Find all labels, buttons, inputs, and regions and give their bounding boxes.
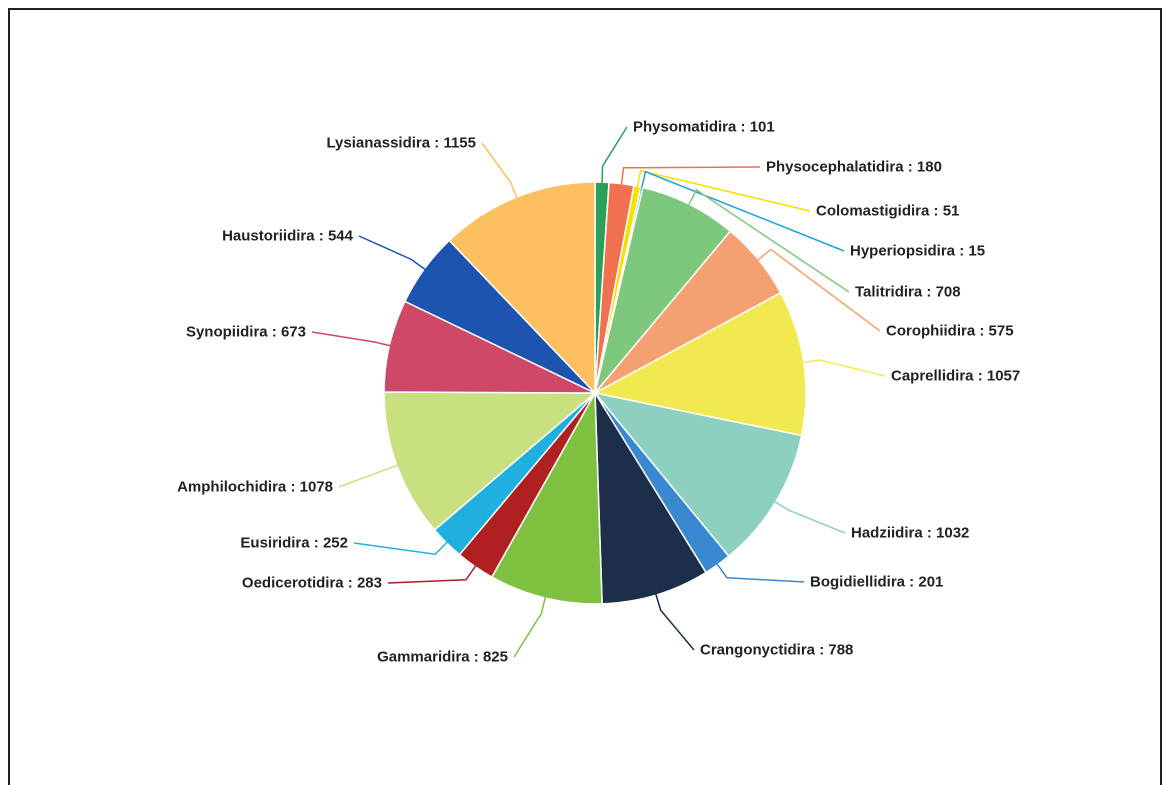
slice-value: 1155 — [430, 135, 476, 152]
slice-name: Physomatidira — [633, 118, 737, 136]
leader-line — [338, 463, 401, 488]
slice-value: 1057 — [974, 368, 1021, 385]
slice-label: Hyperiopsidira15 — [850, 243, 985, 260]
slice-label: Talitridira708 — [855, 284, 961, 301]
slice-value: 15 — [955, 243, 985, 260]
leader-line — [771, 499, 846, 534]
slice-value: 708 — [922, 284, 960, 301]
slice-name: Lysianassidira — [326, 134, 431, 152]
frame — [8, 8, 1162, 785]
slice-label: Amphilochidira1078 — [177, 479, 333, 496]
leader-line — [620, 166, 761, 188]
slice-label: Physomatidira101 — [633, 119, 775, 136]
slice-value: 51 — [929, 203, 959, 220]
leader-line — [481, 142, 519, 202]
leader-line — [714, 561, 805, 583]
slice-label: Synopiidira673 — [186, 324, 306, 341]
slice-value: 283 — [344, 575, 382, 592]
slice-name: Amphilochidira — [177, 478, 287, 496]
slice-value: 180 — [904, 159, 942, 176]
slice-value: 544 — [315, 228, 353, 245]
slice-label: Gammaridira825 — [377, 649, 508, 666]
slice-label: Bogidiellidira201 — [810, 574, 943, 591]
leader-line — [311, 331, 394, 348]
slice-value: 201 — [905, 574, 943, 591]
slice-name: Synopiidira — [185, 323, 268, 341]
slice-name: Colomastigidira — [816, 202, 930, 220]
slice-value: 252 — [310, 535, 348, 552]
slice-name: Oedicerotidira — [241, 574, 344, 592]
slice-value: 575 — [975, 323, 1013, 340]
slice-label: Haustoriidira544 — [222, 228, 353, 245]
slice-value: 788 — [815, 642, 853, 659]
slice-value: 825 — [470, 649, 508, 666]
slice-label: Physocephalatidira180 — [766, 159, 942, 176]
slice-value: 101 — [736, 119, 774, 136]
slice-label: Crangonyctidira788 — [700, 642, 853, 659]
slice-label: Corophiidira575 — [886, 323, 1014, 340]
slice-name: Hadziidira — [851, 524, 923, 542]
leader-line — [601, 126, 628, 187]
slice-name: Physocephalatidira — [766, 158, 904, 176]
slice-value: 1078 — [286, 479, 333, 496]
slice-label: Lysianassidira1155 — [326, 135, 476, 152]
slice-label: Eusiridira252 — [240, 535, 348, 552]
leader-line — [353, 539, 450, 556]
slice-name: Crangonyctidira — [700, 641, 816, 659]
leader-line — [799, 359, 886, 377]
slice-value: 1032 — [923, 525, 970, 542]
slice-name: Haustoriidira — [222, 227, 315, 245]
leader-line — [635, 169, 811, 212]
leader-line — [754, 248, 881, 332]
slice-name: Hyperiopsidira — [850, 242, 956, 260]
slice-value: 673 — [268, 324, 306, 341]
slice-name: Bogidiellidira — [810, 573, 906, 591]
slice-name: Talitridira — [855, 283, 923, 301]
leader-line — [640, 170, 845, 252]
slice-name: Gammaridira — [377, 648, 470, 666]
leader-line — [686, 188, 850, 293]
slice-label: Hadziidira1032 — [851, 525, 969, 542]
leader-line — [654, 590, 695, 651]
slice-label: Colomastigidira51 — [816, 203, 959, 220]
slice-label: Oedicerotidira283 — [242, 575, 382, 592]
leader-line — [387, 562, 478, 584]
slice-name: Eusiridira — [240, 534, 310, 552]
slice-name: Corophiidira — [886, 322, 976, 340]
leader-line — [358, 235, 429, 272]
leader-line — [513, 593, 547, 658]
slice-label: Caprellidira1057 — [891, 368, 1020, 385]
slice-name: Caprellidira — [891, 367, 974, 385]
